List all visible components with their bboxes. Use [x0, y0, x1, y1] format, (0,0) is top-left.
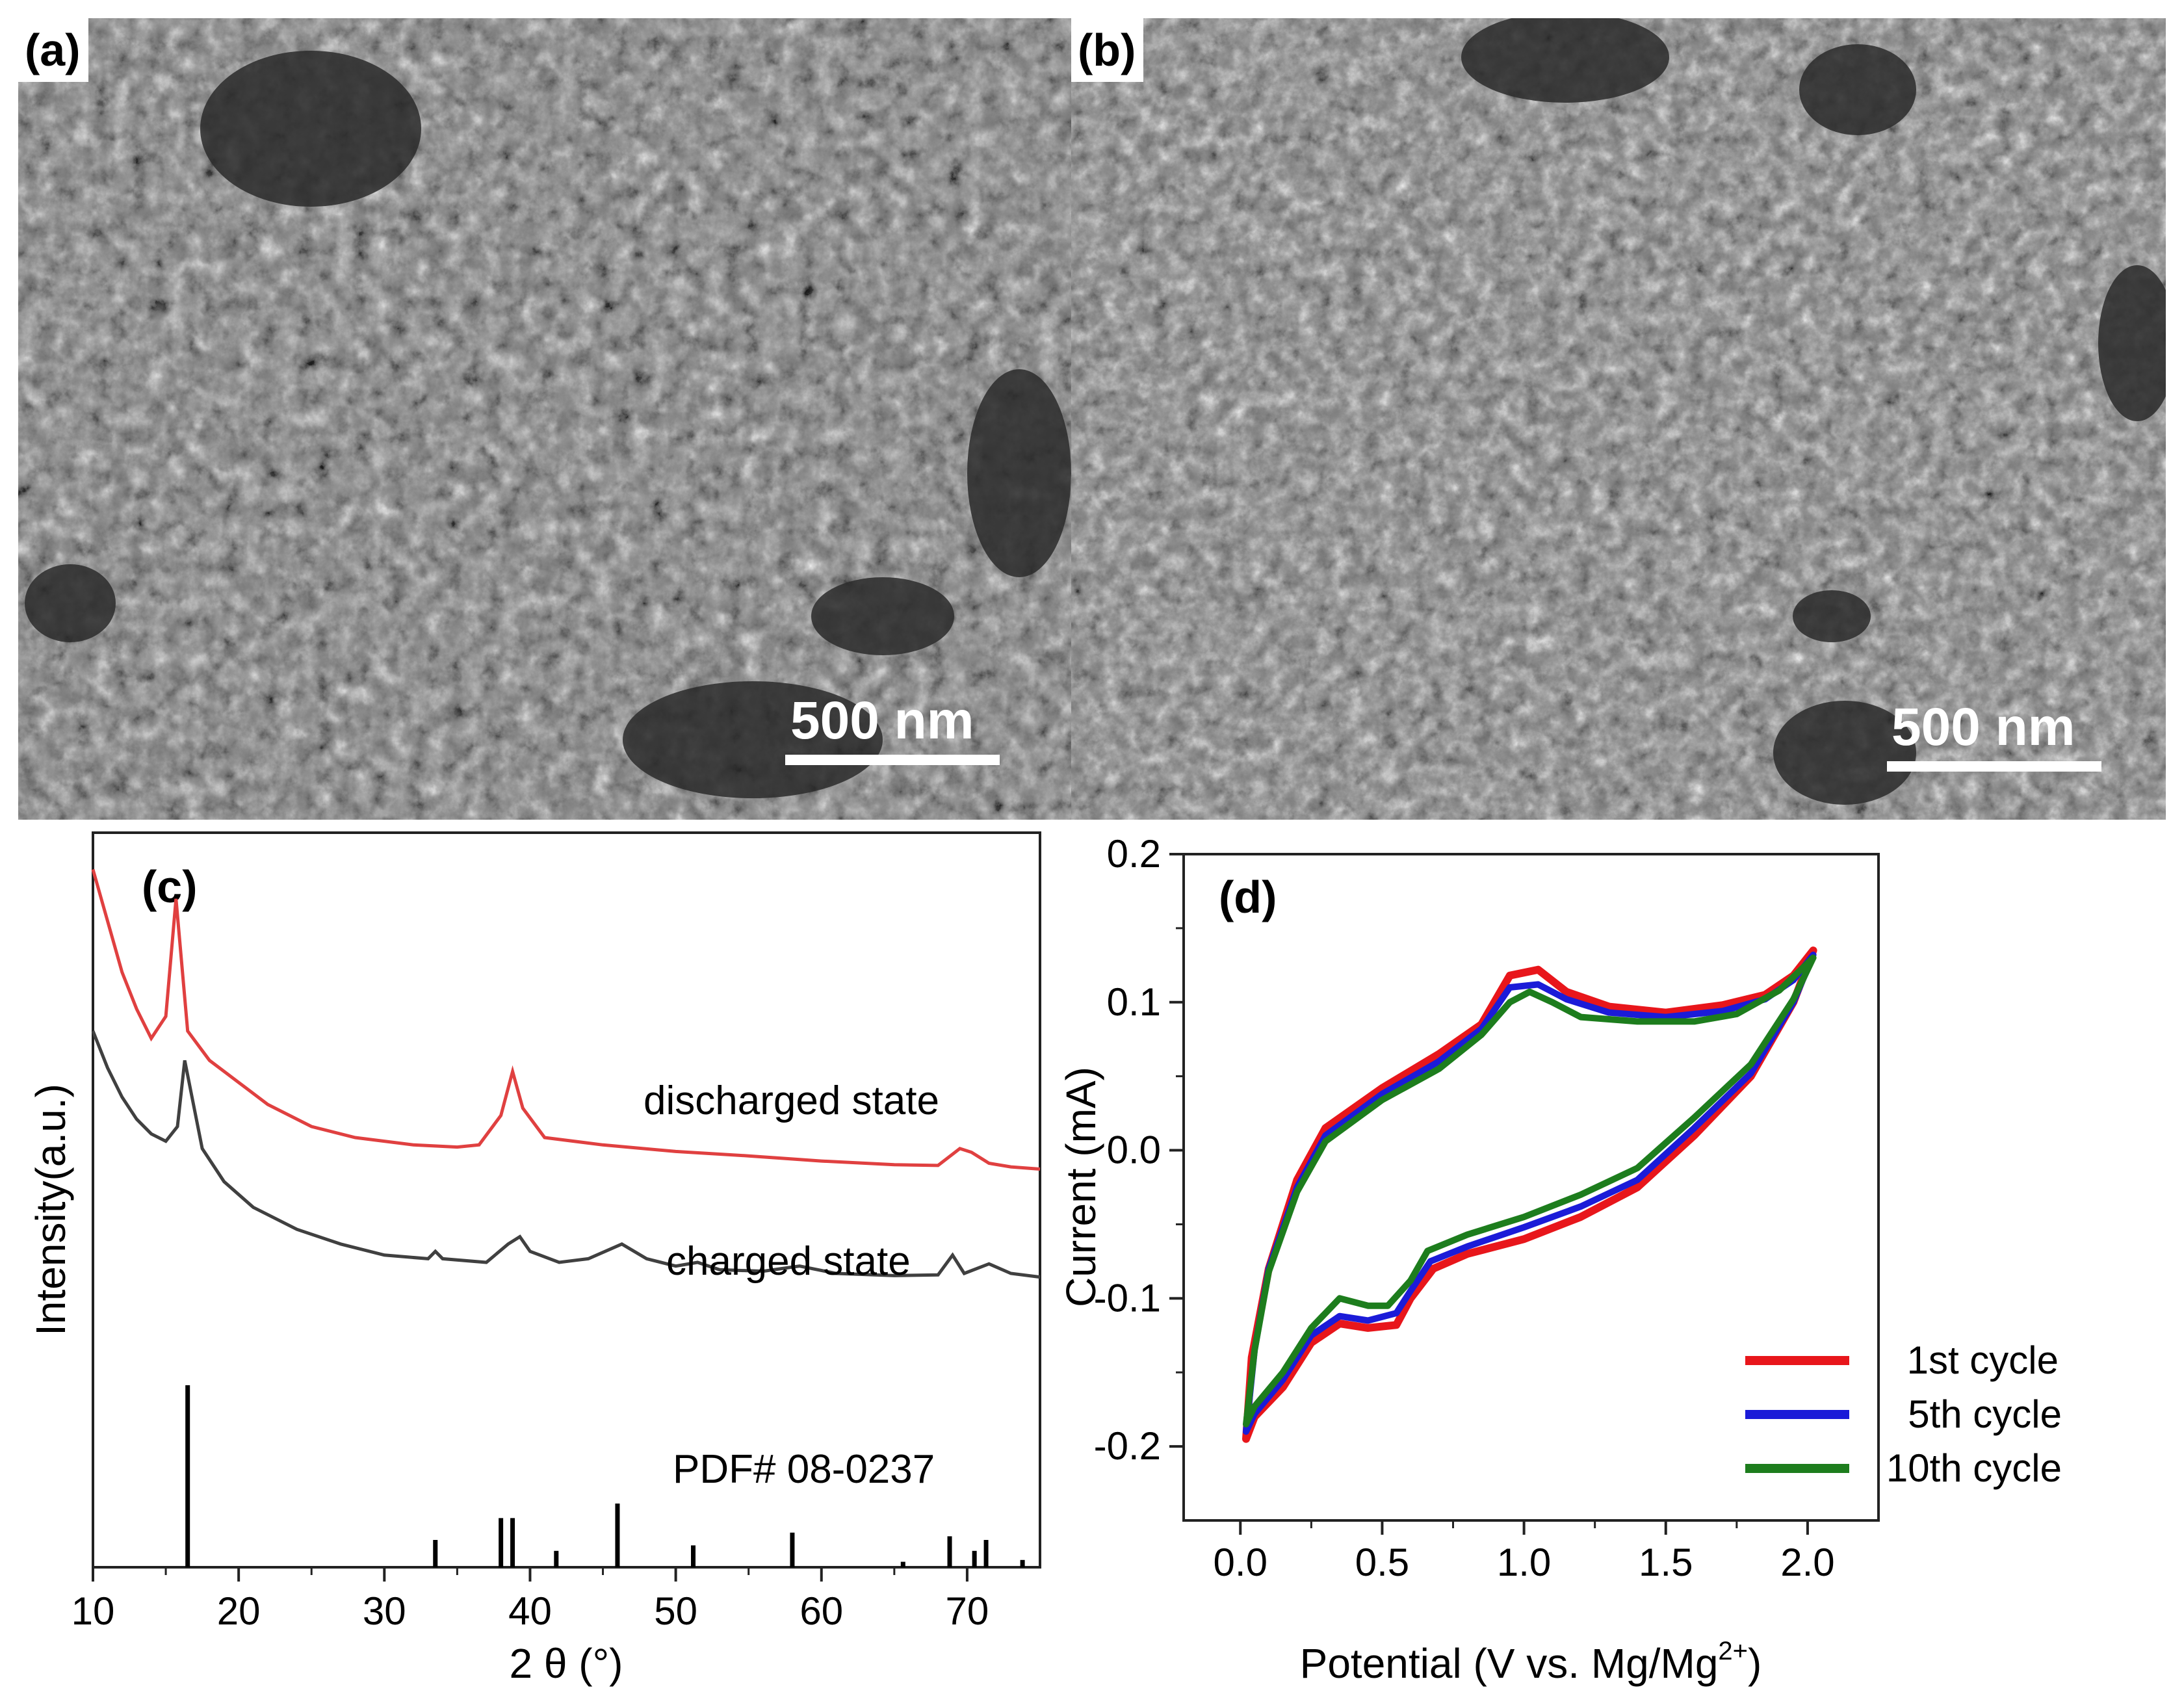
sem-image-a: (a) 500 nm	[18, 18, 1071, 820]
sem-noise-a	[18, 18, 1071, 820]
legend-label-5th-cycle: 5th cycle	[1908, 1392, 2062, 1436]
panel-label-b: (b)	[1071, 18, 1144, 82]
cv-x-axis-label-sup: 2+	[1718, 1637, 1748, 1665]
cv-y-axis-label: Current (mA)	[1058, 1067, 1104, 1307]
cv-y-tick-label: -0.1	[1094, 1276, 1161, 1320]
legend-label-10th-cycle: 10th cycle	[1886, 1446, 2062, 1490]
legend-label-1st-cycle: 1st cycle	[1907, 1338, 2059, 1382]
sem-noise-b	[1071, 18, 2166, 820]
label-discharged-state: discharged state	[644, 1078, 939, 1123]
cv-curve-5th-cycle	[1243, 951, 1817, 1435]
xrd-x-tick-label: 50	[654, 1589, 697, 1633]
xrd-chart: (c) 10 20 30 40 50 60 70 discharged state char…	[27, 831, 1041, 1687]
sem-pore	[1793, 590, 1871, 642]
panel-label-a: (a)	[18, 18, 88, 82]
cv-legend: 1st cycle 5th cycle 10th cycle	[1745, 1338, 2062, 1490]
xrd-curve-discharged	[91, 868, 1041, 1171]
xrd-y-axis-label: Intensity(a.u.)	[27, 1084, 74, 1336]
cv-x-tick-label: 1.5	[1639, 1541, 1693, 1584]
label-charged-state: charged state	[666, 1239, 911, 1284]
sem-pore	[811, 577, 954, 655]
cv-x-tick-label: 1.0	[1497, 1541, 1551, 1584]
sem-texture-b	[1071, 18, 2166, 820]
xrd-plot-frame	[92, 831, 1041, 1569]
sem-image-b: (b) 500 nm	[1071, 18, 2166, 820]
xrd-x-tick-label: 70	[946, 1589, 989, 1633]
sem-pore	[623, 681, 883, 798]
sem-pore	[200, 51, 421, 207]
cv-y-tick-label: 0.1	[1107, 980, 1161, 1024]
cv-x-axis-label-end: )	[1748, 1640, 1762, 1687]
sem-pore	[1799, 44, 1916, 135]
scale-bar-b	[1887, 761, 2101, 772]
xrd-x-tick-label: 10	[72, 1589, 115, 1633]
xrd-x-tick-label: 60	[800, 1589, 843, 1633]
panel-label-c: (c)	[142, 861, 198, 912]
cv-x-axis-label-main: Potential (V vs. Mg/Mg	[1300, 1640, 1719, 1687]
sem-pore	[1773, 701, 1916, 805]
sem-texture-a	[18, 18, 1071, 820]
xrd-curve-charged	[91, 1030, 1041, 1279]
cv-curve-10th-cycle	[1243, 954, 1817, 1427]
label-pdf-reference: PDF# 08-0237	[673, 1447, 935, 1492]
sem-pore	[967, 369, 1071, 577]
cv-plot-frame	[1182, 853, 1880, 1522]
scale-bar-a	[785, 755, 1000, 765]
xrd-x-tick-label: 30	[363, 1589, 406, 1633]
cv-y-tick-label: 0.2	[1107, 832, 1161, 876]
cv-x-tick-label: 0.0	[1214, 1541, 1268, 1584]
scale-label-b: 500 nm	[1892, 697, 2075, 757]
cv-y-tick-label: 0.0	[1107, 1128, 1161, 1172]
xrd-x-tick-label: 20	[217, 1589, 261, 1633]
sem-pore	[2098, 265, 2166, 421]
cv-chart: (d) 0.0 0.5 1.0 1.5 2.0 -0.2 -0.1 0.0 0.1 0.2 1st…	[1058, 832, 2062, 1687]
cv-x-tick-label: 2.0	[1780, 1541, 1834, 1584]
xrd-x-axis-label: 2 θ (°)	[510, 1640, 623, 1687]
panel-label-d: (d)	[1219, 872, 1277, 922]
sem-pore	[25, 564, 116, 642]
scale-label-a: 500 nm	[790, 691, 974, 750]
cv-curve-1st-cycle	[1242, 946, 1817, 1443]
cv-y-tick-label: -0.2	[1094, 1424, 1161, 1468]
xrd-x-tick-label: 40	[508, 1589, 552, 1633]
cv-x-tick-label: 0.5	[1355, 1541, 1409, 1584]
sem-pore	[1461, 18, 1669, 103]
cv-x-axis-label: Potential (V vs. Mg/Mg2+)	[1300, 1637, 1762, 1687]
